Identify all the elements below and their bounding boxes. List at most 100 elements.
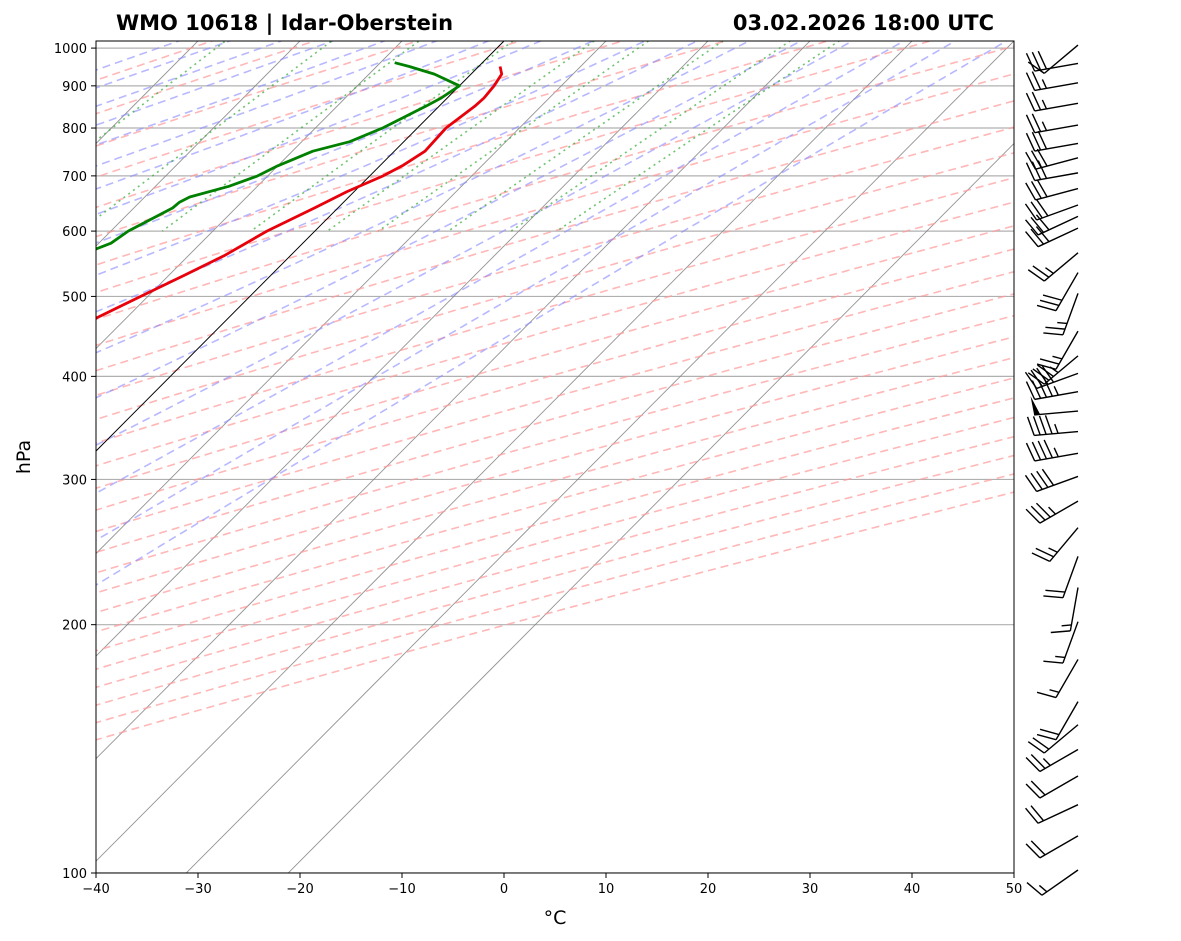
dry-adiabat-line xyxy=(96,356,1014,614)
wind-barb xyxy=(1025,804,1079,824)
y-tick-label: 400 xyxy=(62,370,87,385)
x-tick-label: −20 xyxy=(286,882,313,897)
moist-adiabat-line xyxy=(96,41,335,126)
y-tick-label: 100 xyxy=(62,867,87,882)
mixing-ratio-line xyxy=(556,41,841,232)
wind-barb xyxy=(1043,556,1079,599)
x-axis-label: °C xyxy=(544,907,567,929)
wind-barb xyxy=(1027,724,1079,754)
dry-adiabat-line xyxy=(96,45,1014,321)
isotherm-line xyxy=(185,41,1014,873)
wind-barb xyxy=(1043,621,1079,664)
zero-isotherm xyxy=(96,41,505,452)
wind-barb xyxy=(1025,179,1079,201)
wind-barb xyxy=(1027,355,1079,385)
wind-barb xyxy=(1050,587,1079,634)
dry-adiabat-line xyxy=(96,41,934,294)
wind-barb xyxy=(1025,113,1079,134)
dry-adiabat-line xyxy=(96,397,1014,652)
wind-barb xyxy=(1025,160,1079,182)
dry-adiabat-line xyxy=(96,248,1014,511)
x-tick-label: 0 xyxy=(500,882,508,897)
x-axis-ticks: −40 −30 −20 −10 0 10 20 30 40 50 xyxy=(82,873,1022,897)
y-tick-label: 200 xyxy=(62,619,87,634)
dry-adiabat-line xyxy=(96,201,1014,467)
y-tick-label: 600 xyxy=(62,225,87,240)
wind-barb xyxy=(1025,148,1079,170)
x-tick-label: 50 xyxy=(1006,882,1023,897)
moist-adiabat-line xyxy=(96,41,699,313)
dry-adiabats xyxy=(96,41,1014,741)
dry-adiabat-line xyxy=(96,454,1014,706)
moist-adiabat-line xyxy=(96,41,647,277)
x-tick-label: 20 xyxy=(700,882,717,897)
y-axis-ticks: 1000 900 800 700 600 500 400 300 200 100 xyxy=(54,42,96,882)
wind-barbs xyxy=(1024,44,1079,896)
wind-barb xyxy=(1025,214,1079,236)
moist-adiabats xyxy=(96,41,1009,586)
y-tick-label: 500 xyxy=(62,290,87,305)
moist-adiabat-line xyxy=(96,41,751,354)
dry-adiabat-line xyxy=(96,41,318,115)
dry-adiabat-line xyxy=(96,377,1014,633)
x-tick-label: 30 xyxy=(802,882,819,897)
x-tick-label: −30 xyxy=(184,882,211,897)
chart-title-time: 03.02.2026 18:00 UTC xyxy=(733,11,994,35)
moist-adiabat-line xyxy=(96,41,803,399)
dry-adiabat-line xyxy=(96,126,1014,397)
x-tick-label: −10 xyxy=(388,882,415,897)
plot-frame xyxy=(95,40,1015,874)
wind-barb xyxy=(1025,748,1079,773)
moist-adiabat-line xyxy=(96,41,855,447)
isotherm-line xyxy=(96,41,913,862)
x-tick-label: 40 xyxy=(904,882,921,897)
dry-adiabat-line xyxy=(96,41,215,82)
dry-adiabat-line xyxy=(96,41,626,209)
wind-barb xyxy=(1036,272,1079,312)
wind-barb xyxy=(1025,50,1079,72)
dry-adiabat-line xyxy=(96,435,1014,689)
dry-adiabat-line xyxy=(96,473,1014,724)
moist-adiabat-line xyxy=(96,41,284,108)
isotherm-line xyxy=(0,31,4,892)
wind-barb xyxy=(1030,396,1079,416)
dry-adiabat-line xyxy=(96,270,1014,533)
moist-adiabat-line xyxy=(96,41,233,89)
wind-barb xyxy=(1025,775,1079,799)
dewpoint-profile xyxy=(96,61,461,251)
moist-adiabat-line xyxy=(96,41,1009,586)
isotherms xyxy=(0,31,1014,892)
dry-adiabat-line xyxy=(96,314,1014,574)
wind-barb xyxy=(1043,293,1079,336)
dry-adiabat-line xyxy=(96,336,1014,594)
moist-adiabat-line xyxy=(96,41,543,216)
wind-barb xyxy=(1025,835,1079,859)
x-tick-label: 10 xyxy=(598,882,615,897)
moist-adiabat-line xyxy=(96,41,387,146)
moist-adiabat-line xyxy=(96,41,906,495)
isotherm-line xyxy=(96,41,301,247)
y-axis-label: hPa xyxy=(13,440,35,474)
dry-adiabat-line xyxy=(96,293,1014,554)
isotherm-line xyxy=(96,41,811,760)
chart-title-station: WMO 10618 | Idar-Oberstein xyxy=(116,11,453,36)
moist-adiabat-line xyxy=(96,41,957,542)
dry-adiabat-line xyxy=(96,176,1014,444)
dry-adiabat-line xyxy=(96,416,1014,670)
wind-barb xyxy=(1025,71,1079,92)
wind-barb xyxy=(1025,130,1079,152)
mixing-ratio-line xyxy=(96,41,227,142)
sounding-curves xyxy=(96,61,504,320)
isotherm-line xyxy=(287,142,1014,873)
dry-adiabat-line xyxy=(96,41,523,179)
y-tick-label: 900 xyxy=(62,80,87,95)
dry-adiabat-line xyxy=(96,100,1014,372)
x-tick-label: −40 xyxy=(82,882,109,897)
wind-barb xyxy=(1025,500,1079,524)
wind-barb xyxy=(1025,378,1079,401)
temperature-profile xyxy=(96,66,504,320)
y-tick-label: 700 xyxy=(62,170,87,185)
wind-barb xyxy=(1031,527,1079,563)
dry-adiabat-line xyxy=(96,152,1014,421)
